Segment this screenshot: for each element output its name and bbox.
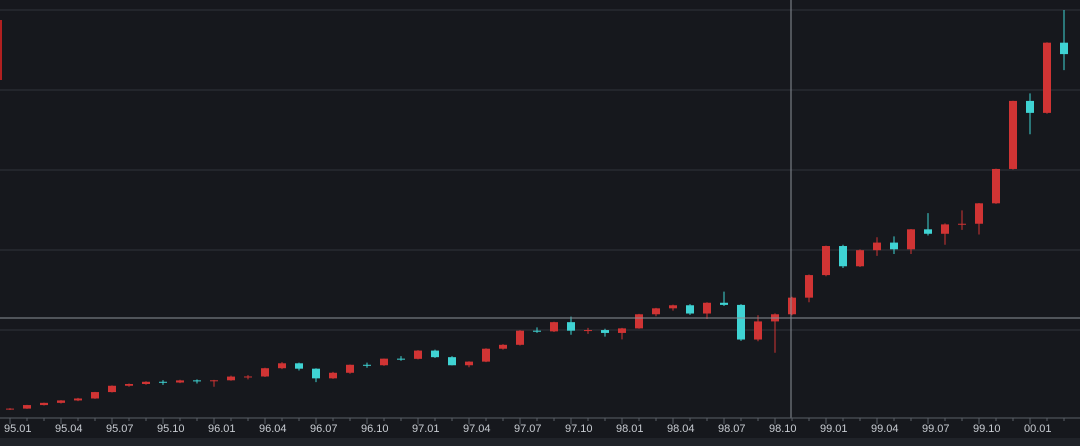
x-tick-label: 95.10 xyxy=(157,423,185,435)
candle-body xyxy=(635,314,643,329)
x-tick-label: 96.01 xyxy=(208,423,236,435)
candle-body xyxy=(992,168,1000,204)
candle-body xyxy=(533,330,541,332)
candle-body xyxy=(686,305,694,314)
candle-body xyxy=(193,380,201,382)
candle-body xyxy=(941,224,949,234)
candle-body xyxy=(550,322,558,332)
candle-body xyxy=(1043,42,1051,113)
candle-body xyxy=(669,305,677,309)
candle-body xyxy=(363,364,371,366)
candle-body xyxy=(1009,100,1017,169)
candle-body xyxy=(601,330,609,333)
x-tick-label: 99.01 xyxy=(820,423,848,435)
candle-body xyxy=(431,350,439,358)
candle-body xyxy=(380,358,388,366)
x-axis: 95.01 95.04 95.07 95.10 96.01 96.04 96.07 96.10… xyxy=(4,418,1065,435)
x-tick-label: 96.04 xyxy=(259,423,287,435)
candle-body xyxy=(822,246,830,276)
x-tick-label: 95.04 xyxy=(55,423,83,435)
candle-body xyxy=(295,363,303,369)
candle-body xyxy=(924,229,932,234)
candle-body xyxy=(227,376,235,381)
grid xyxy=(0,9,1080,331)
candle-body xyxy=(856,250,864,267)
candle-body xyxy=(465,361,473,366)
candle-body xyxy=(312,368,320,379)
x-tick-label: 97.07 xyxy=(514,423,542,435)
x-tick-label: 97.01 xyxy=(412,423,440,435)
candle-body xyxy=(1060,42,1068,55)
candle-body xyxy=(737,304,745,340)
candle-body xyxy=(975,203,983,224)
candle-body xyxy=(142,381,150,385)
candle-body xyxy=(499,344,507,349)
candle-body xyxy=(91,392,99,399)
candle-body xyxy=(346,364,354,373)
candle-body xyxy=(890,242,898,250)
candle-body xyxy=(244,376,252,378)
candle-body xyxy=(125,384,133,386)
candle-body xyxy=(448,357,456,366)
x-tick-label: 98.01 xyxy=(616,423,644,435)
candle-body xyxy=(652,308,660,315)
candle-body xyxy=(754,321,762,340)
x-tick-label: 96.10 xyxy=(361,423,389,435)
candle-body xyxy=(329,372,337,379)
x-tick-label: 97.10 xyxy=(565,423,593,435)
candle-body xyxy=(74,398,82,401)
candle-body xyxy=(907,229,915,250)
candle-body xyxy=(584,330,592,332)
x-tick-label: 96.07 xyxy=(310,423,338,435)
candle-body xyxy=(958,223,966,225)
candle-body xyxy=(40,402,48,406)
candle-body xyxy=(414,350,422,359)
candle-body xyxy=(108,385,116,393)
x-tick-label: 99.04 xyxy=(871,423,899,435)
x-tick-label: 99.07 xyxy=(922,423,950,435)
x-tick-label: 98.04 xyxy=(667,423,695,435)
candle-body xyxy=(482,348,490,362)
candle-body xyxy=(618,328,626,333)
candle-body xyxy=(176,380,184,383)
candle-body xyxy=(159,381,167,383)
x-tick-label: 95.01 xyxy=(4,423,32,435)
edge-marker xyxy=(0,20,2,80)
bottom-bar xyxy=(0,438,1080,446)
x-tick-label: 98.10 xyxy=(769,423,797,435)
candle-body xyxy=(6,408,14,410)
candle-body xyxy=(788,297,796,315)
candle-body xyxy=(805,275,813,298)
candle-body xyxy=(703,302,711,314)
candle-body xyxy=(23,405,31,409)
candle-body xyxy=(261,368,269,377)
candle-body xyxy=(397,358,405,360)
candle-body xyxy=(516,330,524,345)
candle-body xyxy=(210,380,218,382)
candle-body xyxy=(720,302,728,305)
candle-body xyxy=(278,363,286,369)
x-tick-label: 97.04 xyxy=(463,423,491,435)
candle-body xyxy=(567,322,575,331)
candle-body xyxy=(839,246,847,267)
candle-body xyxy=(57,400,65,403)
x-tick-label: 95.07 xyxy=(106,423,134,435)
x-tick-label: 99.10 xyxy=(973,423,1001,435)
x-tick-label: 98.07 xyxy=(718,423,746,435)
candle-body xyxy=(873,242,881,251)
candles xyxy=(6,10,1068,410)
candle-body xyxy=(1026,100,1034,113)
x-tick-label: 00.01 xyxy=(1024,423,1052,435)
